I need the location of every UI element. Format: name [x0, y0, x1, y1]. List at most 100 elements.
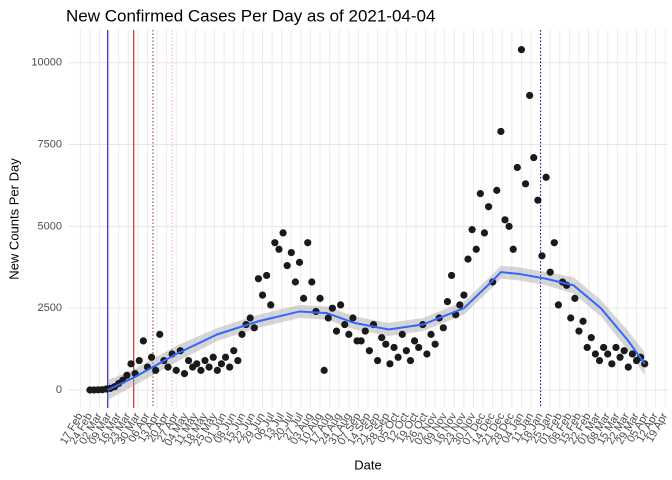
data-point	[287, 248, 295, 257]
data-point	[443, 298, 452, 306]
data-point	[267, 301, 275, 309]
data-point	[127, 360, 135, 368]
data-point	[517, 46, 526, 54]
data-point	[341, 320, 349, 329]
data-point	[291, 278, 299, 286]
data-point	[591, 350, 599, 358]
data-point	[604, 350, 612, 358]
data-point	[550, 239, 558, 247]
data-point	[345, 330, 353, 338]
y-tick-label: 7500	[38, 138, 62, 150]
data-point	[390, 343, 398, 352]
data-point	[530, 154, 538, 162]
data-point	[275, 245, 283, 253]
data-point	[139, 337, 147, 345]
data-point	[152, 366, 160, 374]
data-point	[497, 127, 505, 136]
data-point	[460, 291, 468, 299]
data-point	[398, 330, 406, 338]
data-point	[316, 294, 324, 302]
data-point	[349, 314, 357, 322]
data-point	[410, 337, 419, 345]
data-point	[337, 301, 345, 309]
y-tick-label: 5000	[38, 220, 62, 232]
data-point	[587, 334, 595, 342]
data-point	[250, 324, 258, 332]
data-point	[295, 258, 304, 266]
data-point	[447, 271, 456, 280]
data-point	[476, 190, 484, 198]
data-point	[456, 301, 464, 309]
data-point	[226, 363, 234, 371]
data-point	[135, 356, 143, 365]
data-point	[156, 330, 164, 338]
data-point	[357, 337, 365, 345]
data-point	[328, 304, 336, 312]
data-point	[234, 356, 242, 365]
data-point	[427, 330, 435, 338]
data-point	[521, 180, 530, 188]
data-point	[595, 356, 604, 365]
data-point	[402, 347, 410, 355]
data-point	[415, 343, 423, 352]
data-point	[263, 271, 271, 280]
y-tick-label: 2500	[38, 302, 62, 314]
x-axis-title: Date	[354, 457, 381, 472]
chart-title: New Confirmed Cases Per Day as of 2021-0…	[66, 6, 435, 25]
data-point	[493, 186, 501, 194]
data-point	[534, 196, 542, 204]
data-point	[583, 343, 591, 352]
data-point	[230, 347, 238, 355]
y-tick-label: 0	[56, 384, 62, 396]
data-point	[209, 353, 217, 361]
data-point	[258, 291, 267, 299]
data-point	[147, 353, 156, 361]
data-point	[431, 340, 439, 348]
data-point	[213, 366, 221, 374]
data-point	[201, 356, 209, 365]
data-point	[373, 356, 382, 365]
data-point	[361, 327, 369, 335]
data-point	[538, 252, 546, 260]
data-point	[300, 294, 308, 302]
data-point	[197, 366, 205, 374]
data-point	[600, 343, 608, 352]
data-point	[484, 203, 493, 211]
data-point	[480, 229, 489, 237]
confidence-band	[107, 265, 645, 400]
data-point	[579, 317, 587, 325]
data-point	[513, 163, 521, 172]
data-point	[608, 360, 616, 368]
data-point	[439, 324, 447, 332]
data-point	[472, 245, 480, 253]
data-point	[571, 294, 579, 302]
data-point	[304, 239, 312, 247]
data-point	[205, 363, 213, 371]
data-point	[546, 268, 554, 276]
y-axis-title: New Counts Per Day	[6, 158, 21, 280]
data-point	[624, 363, 632, 371]
data-point	[184, 356, 193, 365]
data-point	[616, 353, 624, 361]
data-point	[193, 360, 201, 368]
data-point	[271, 239, 279, 247]
data-point	[554, 301, 563, 309]
data-point	[324, 314, 332, 322]
data-point	[382, 340, 390, 348]
data-point	[172, 366, 180, 374]
data-point	[526, 91, 534, 100]
data-point	[246, 314, 254, 322]
data-point	[378, 334, 386, 342]
data-point	[567, 314, 575, 322]
data-point	[423, 350, 431, 358]
data-point	[394, 353, 402, 361]
data-point	[180, 370, 189, 378]
data-point	[501, 216, 509, 224]
data-point	[123, 371, 131, 379]
data-point	[386, 360, 394, 368]
data-point	[509, 245, 517, 253]
y-tick-label: 10000	[31, 57, 62, 69]
data-point	[575, 327, 583, 335]
data-point	[238, 330, 246, 338]
